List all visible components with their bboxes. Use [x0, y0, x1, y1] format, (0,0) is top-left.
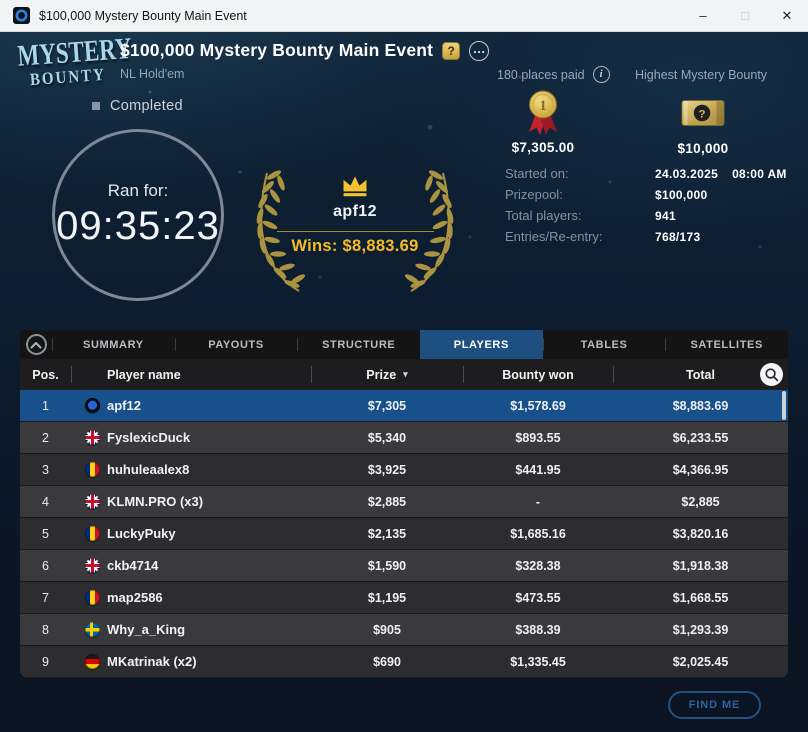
chevron-up-icon	[25, 334, 47, 355]
player-flag-icon	[85, 654, 100, 669]
window-controls: – □ ✕	[682, 0, 808, 31]
winner-crown-icon	[340, 174, 370, 204]
table-row[interactable]: 7 map2586 $1,195 $473.55 $1,668.55	[20, 582, 788, 614]
tab-bar: SUMMARY PAYOUTS STRUCTURE PLAYERS TABLES…	[20, 330, 788, 359]
scrollbar-thumb[interactable]	[782, 391, 786, 420]
table-row[interactable]: 2 FyslexicDuck $5,340 $893.55 $6,233.55	[20, 422, 788, 454]
highest-bounty-value: $10,000	[677, 141, 729, 156]
player-name: map2586	[107, 590, 163, 605]
ran-for-timer-circle: Ran for: 09:35:23	[52, 129, 224, 301]
collapse-panel-button[interactable]	[20, 330, 52, 359]
mystery-bounty-ticket-icon: ?	[681, 98, 725, 133]
player-flag-icon	[85, 398, 100, 413]
table-row[interactable]: 8 Why_a_King $905 $388.39 $1,293.39	[20, 614, 788, 646]
player-flag-icon	[85, 430, 100, 445]
player-name: Why_a_King	[107, 622, 186, 637]
table-row[interactable]: 5 LuckyPuky $2,135 $1,685.16 $3,820.16	[20, 518, 788, 550]
minimize-button[interactable]: –	[699, 8, 707, 23]
search-icon	[765, 368, 779, 382]
tab-payouts[interactable]: PAYOUTS	[174, 330, 298, 359]
tab-players[interactable]: PLAYERS	[420, 330, 543, 359]
col-header-bounty: Bounty won	[463, 359, 613, 390]
highest-bounty-label: Highest Mystery Bounty	[635, 68, 767, 82]
window-title: $100,000 Mystery Bounty Main Event	[39, 8, 247, 23]
lobby-main: MYSTERY BOUNTY $100,000 Mystery Bounty M…	[0, 32, 808, 732]
player-name: KLMN.PRO (x3)	[107, 494, 204, 509]
timer-label: Ran for:	[107, 181, 169, 200]
mystery-bounty-logo: MYSTERY BOUNTY	[12, 33, 133, 90]
more-options-icon[interactable]: …	[469, 40, 490, 61]
player-name: FyslexicDuck	[107, 430, 191, 445]
stat-prizepool: Prizepool: $100,000	[505, 187, 708, 202]
tournament-table-panel: SUMMARY PAYOUTS STRUCTURE PLAYERS TABLES…	[20, 330, 788, 678]
player-flag-icon	[85, 622, 100, 637]
stat-total-players: Total players: 941	[505, 208, 676, 223]
winner-name: apf12	[333, 203, 377, 220]
tab-structure[interactable]: STRUCTURE	[297, 330, 420, 359]
window-titlebar[interactable]: $100,000 Mystery Bounty Main Event – □ ✕	[0, 0, 808, 32]
first-prize-value: $7,305.00	[511, 140, 575, 155]
laurel-branch-right-icon	[403, 159, 467, 299]
table-header-row: Pos. Player name Prize ▾ Bounty won Tota…	[20, 359, 788, 390]
table-row[interactable]: 3 huhuleaalex8 $3,925 $441.95 $4,366.95	[20, 454, 788, 486]
stat-started-on: Started on: 24.03.2025 08:00 AM	[505, 166, 787, 181]
status-square-icon	[92, 102, 100, 110]
close-button[interactable]: ✕	[781, 7, 793, 23]
players-list: 1 apf12 $7,305 $1,578.69 $8,883.69 2 Fys…	[20, 390, 788, 678]
svg-text:?: ?	[699, 108, 706, 120]
first-place-medal-icon: 1	[523, 89, 563, 144]
col-header-total: Total	[613, 359, 788, 390]
table-row[interactable]: 4 KLMN.PRO (x3) $2,885 - $2,885	[20, 486, 788, 518]
player-name: MKatrinak (x2)	[107, 654, 197, 669]
winner-divider	[277, 231, 434, 232]
stat-entries: Entries/Re-entry: 768/173	[505, 229, 701, 244]
player-name: ckb4714	[107, 558, 159, 573]
places-paid-label: 180 places paid	[497, 67, 585, 82]
search-button[interactable]	[760, 363, 783, 386]
player-flag-icon	[85, 558, 100, 573]
event-title: $100,000 Mystery Bounty Main Event	[120, 40, 434, 60]
player-flag-icon	[85, 494, 100, 509]
player-flag-icon	[85, 590, 100, 605]
find-me-button[interactable]: FIND ME	[668, 691, 761, 719]
table-row[interactable]: 1 apf12 $7,305 $1,578.69 $8,883.69	[20, 390, 788, 422]
game-type-label: NL Hold'em	[120, 67, 185, 81]
places-paid-row: 180 places paid i	[497, 66, 610, 83]
player-name: huhuleaalex8	[107, 462, 190, 477]
player-name: LuckyPuky	[107, 526, 176, 541]
tournament-status: Completed	[92, 98, 183, 114]
sort-caret-icon: ▾	[403, 369, 408, 379]
player-flag-icon	[85, 526, 100, 541]
info-icon[interactable]: i	[592, 66, 610, 83]
winner-wins: Wins: $8,883.69	[291, 237, 419, 255]
timer-value: 09:35:23	[56, 204, 220, 248]
svg-text:1: 1	[539, 98, 547, 114]
col-header-player: Player name	[71, 359, 311, 390]
tournament-stats: Started on: 24.03.2025 08:00 AM Prizepoo…	[505, 163, 795, 247]
status-label: Completed	[110, 98, 183, 114]
tab-summary[interactable]: SUMMARY	[52, 330, 175, 359]
tab-satellites[interactable]: SATELLITES	[665, 330, 788, 359]
table-row[interactable]: 6 ckb4714 $1,590 $328.38 $1,918.38	[20, 550, 788, 582]
tab-tables[interactable]: TABLES	[542, 330, 666, 359]
maximize-button[interactable]: □	[741, 8, 749, 23]
player-flag-icon	[85, 462, 100, 477]
laurel-branch-left-icon	[243, 159, 307, 299]
col-header-prize[interactable]: Prize ▾	[311, 359, 463, 390]
event-title-row: $100,000 Mystery Bounty Main Event ? …	[120, 40, 490, 61]
app-icon	[13, 7, 30, 24]
mystery-help-icon[interactable]: ?	[442, 41, 461, 60]
player-name: apf12	[107, 398, 141, 413]
col-header-pos: Pos.	[32, 367, 59, 382]
table-row[interactable]: 9 MKatrinak (x2) $690 $1,335.45 $2,025.4…	[20, 646, 788, 678]
